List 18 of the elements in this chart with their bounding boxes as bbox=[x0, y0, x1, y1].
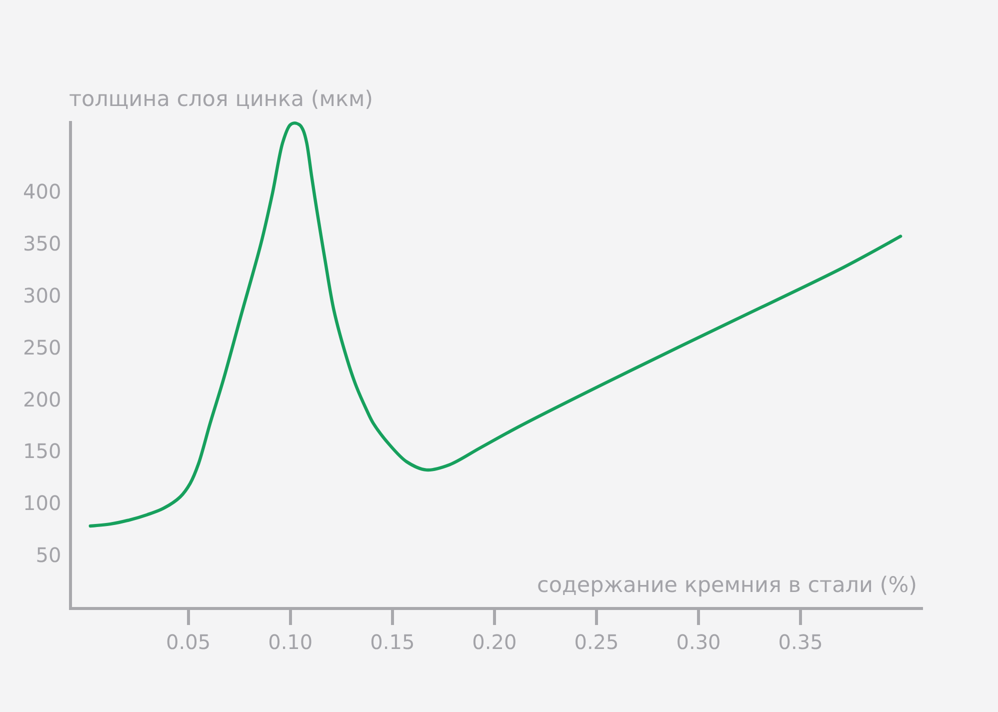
x-tick-label: 0.10 bbox=[268, 630, 313, 654]
x-tick-label: 0.30 bbox=[676, 630, 721, 654]
y-tick-label: 200 bbox=[23, 387, 62, 412]
x-tick-label: 0.20 bbox=[472, 630, 517, 654]
y-tick-label: 150 bbox=[23, 439, 62, 464]
x-axis-title: содержание кремния в стали (%) bbox=[537, 573, 918, 598]
y-tick-label: 100 bbox=[23, 491, 62, 516]
y-tick-label: 250 bbox=[23, 335, 62, 360]
y-tick-label: 400 bbox=[23, 180, 62, 204]
x-tick-label: 0.25 bbox=[574, 630, 619, 654]
x-tick-label: 0.35 bbox=[778, 630, 823, 654]
y-tick-label: 50 bbox=[36, 543, 62, 568]
y-axis-title: толщина слоя цинка (мкм) bbox=[69, 87, 374, 112]
y-tick-label: 300 bbox=[23, 283, 62, 308]
y-tick-label: 350 bbox=[23, 232, 62, 256]
x-tick-label: 0.05 bbox=[166, 630, 211, 654]
x-tick-label: 0.15 bbox=[370, 630, 415, 654]
line-series bbox=[88, 121, 902, 528]
